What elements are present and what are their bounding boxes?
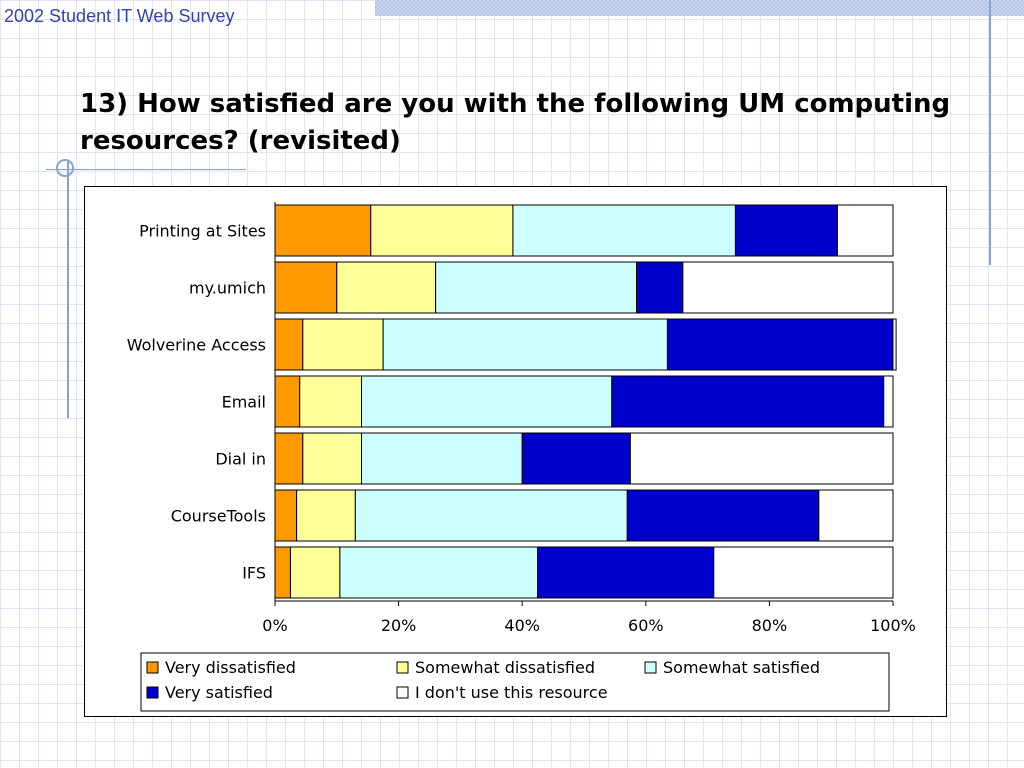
category-label: IFS [242, 564, 266, 583]
bar-segment-email-series-3 [611, 375, 885, 428]
legend-swatch-series-4 [396, 686, 409, 699]
bar-segment-dial-in-series-4 [629, 432, 894, 485]
bar-segment-dial-in-series-0 [274, 432, 304, 485]
category-label: Dial in [215, 450, 266, 469]
bar-segment-my-umich-series-4 [682, 261, 894, 314]
bar-segment-printing-at-sites-series-1 [370, 204, 514, 257]
decorative-vertical-line-right [989, 0, 991, 265]
bar-segment-ifs-series-2 [339, 546, 539, 599]
legend-swatch-series-3 [146, 686, 159, 699]
x-tick-label: 0% [262, 616, 287, 635]
decorative-horizontal-line [46, 169, 246, 170]
x-tick-label: 60% [628, 616, 664, 635]
legend-label: Somewhat dissatisfied [415, 658, 595, 677]
bar-segment-wolverine-access-series-1 [302, 318, 384, 371]
slide-title: 13) How satisfied are you with the follo… [80, 89, 951, 156]
legend-label: Very satisfied [165, 683, 273, 702]
decorative-vertical-line-left [67, 160, 69, 418]
bar-segment-printing-at-sites-series-4 [836, 204, 894, 257]
bar-segment-email-series-1 [299, 375, 363, 428]
x-tick-label: 80% [752, 616, 788, 635]
bar-segment-ifs-series-3 [537, 546, 715, 599]
category-label: my.umich [189, 279, 266, 298]
category-label: Email [222, 393, 266, 412]
category-label: CourseTools [171, 507, 266, 526]
category-label: Printing at Sites [139, 222, 266, 241]
bar-segment-my-umich-series-1 [336, 261, 437, 314]
legend-swatch-series-1 [396, 661, 409, 674]
bar-segment-my-umich-series-2 [435, 261, 638, 314]
bar-segment-wolverine-access-series-3 [666, 318, 894, 371]
stacked-bar-chart: Printing at Sites my.umich Wolverine Acces… [127, 202, 916, 712]
bar-segment-printing-at-sites-series-0 [274, 204, 372, 257]
bar-segment-coursetools-series-3 [626, 489, 820, 542]
legend-swatch-series-0 [146, 661, 159, 674]
decorative-circle [56, 159, 74, 177]
bar-segment-coursetools-series-1 [296, 489, 356, 542]
bar-segment-wolverine-access-series-0 [274, 318, 304, 371]
legend-label: I don't use this resource [415, 683, 608, 702]
bar-segment-my-umich-series-0 [274, 261, 338, 314]
header-decoration-band [375, 0, 1024, 16]
legend-label: Very dissatisfied [165, 658, 296, 677]
bar-segment-dial-in-series-3 [521, 432, 631, 485]
bar-segment-my-umich-series-3 [636, 261, 684, 314]
bar-segment-coursetools-series-2 [354, 489, 628, 542]
x-tick-label: 20% [381, 616, 417, 635]
bar-segment-wolverine-access-series-2 [382, 318, 668, 371]
chart-area: Printing at Sites my.umich Wolverine Acces… [84, 186, 947, 717]
bar-segment-ifs-series-4 [713, 546, 894, 599]
x-tick-label: 100% [870, 616, 916, 635]
bar-segment-printing-at-sites-series-3 [734, 204, 838, 257]
x-tick-label: 40% [504, 616, 540, 635]
bar-segment-email-series-0 [274, 375, 301, 428]
bar-segment-dial-in-series-1 [302, 432, 363, 485]
bar-segment-wolverine-access-series-4 [892, 318, 897, 371]
bar-segment-ifs-series-0 [274, 546, 291, 599]
bar-segment-email-series-2 [361, 375, 613, 428]
slide-header: 2002 Student IT Web Survey [4, 6, 235, 26]
legend-box [140, 652, 890, 712]
legend-label: Somewhat satisfied [663, 658, 820, 677]
bar-segment-coursetools-series-4 [818, 489, 894, 542]
legend-swatch-series-2 [644, 661, 657, 674]
bar-segment-dial-in-series-2 [361, 432, 523, 485]
category-label: Wolverine Access [127, 336, 266, 355]
bar-segment-coursetools-series-0 [274, 489, 298, 542]
bar-segment-ifs-series-1 [289, 546, 341, 599]
bar-segment-email-series-4 [883, 375, 894, 428]
bar-segment-printing-at-sites-series-2 [512, 204, 736, 257]
